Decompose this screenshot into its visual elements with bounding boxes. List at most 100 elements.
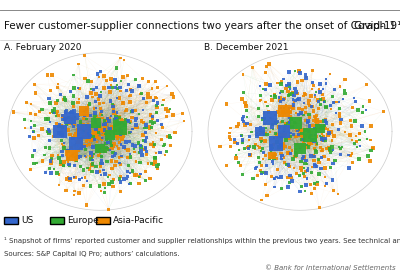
Point [92, 113, 98, 118]
Point [90, 152, 97, 156]
Point [106, 147, 112, 152]
Point [28, 119, 34, 123]
Point [58, 149, 65, 154]
Point [275, 176, 282, 180]
Point [297, 146, 303, 151]
Point [80, 122, 87, 126]
Point [368, 124, 374, 128]
Point [286, 136, 292, 141]
Point [71, 133, 77, 138]
Point [28, 112, 34, 116]
Point [130, 143, 136, 147]
Point [347, 153, 354, 158]
Point [294, 98, 301, 102]
Point [152, 160, 158, 165]
Point [297, 118, 304, 122]
Point [279, 119, 286, 124]
Point [96, 116, 102, 121]
Point [120, 134, 126, 139]
Point [88, 138, 94, 142]
Point [98, 136, 105, 141]
Point [94, 170, 100, 174]
Point [110, 144, 116, 149]
Point [352, 118, 358, 123]
Point [260, 157, 266, 161]
Point [322, 165, 328, 170]
Point [84, 129, 90, 133]
Point [309, 81, 316, 85]
Point [48, 157, 54, 161]
Point [153, 96, 160, 100]
Point [280, 114, 286, 118]
Point [302, 72, 308, 76]
Point [114, 118, 120, 122]
Point [296, 112, 302, 116]
Point [94, 72, 101, 76]
Point [234, 124, 240, 129]
Point [140, 120, 146, 124]
Point [107, 126, 113, 131]
Point [114, 123, 120, 127]
Point [288, 175, 294, 179]
Point [354, 145, 360, 149]
Point [149, 115, 156, 119]
Point [88, 151, 94, 155]
Point [271, 156, 277, 160]
Point [140, 107, 146, 112]
Point [46, 167, 53, 171]
Point [112, 116, 118, 121]
Point [258, 136, 264, 141]
Point [262, 87, 269, 92]
Point [123, 140, 130, 144]
Point [309, 104, 316, 109]
Point [66, 162, 72, 167]
Point [62, 99, 69, 103]
Point [52, 101, 59, 105]
Point [77, 127, 84, 132]
Point [238, 134, 244, 138]
Point [85, 132, 92, 136]
Point [46, 131, 52, 135]
Point [103, 150, 109, 155]
Point [106, 182, 112, 186]
Point [297, 71, 304, 75]
Point [122, 118, 129, 122]
Point [318, 135, 325, 140]
Point [146, 126, 153, 131]
Point [102, 124, 108, 128]
Point [270, 122, 276, 127]
Point [273, 175, 280, 179]
Point [255, 114, 262, 119]
Point [278, 153, 285, 158]
Point [290, 132, 296, 136]
Point [295, 132, 302, 137]
Point [150, 98, 157, 102]
Point [327, 72, 334, 76]
Point [85, 122, 91, 126]
Point [53, 122, 60, 126]
Point [271, 154, 278, 158]
Point [262, 70, 269, 75]
Point [294, 129, 301, 133]
Point [117, 161, 123, 165]
Point [304, 120, 311, 124]
Point [51, 107, 58, 111]
Point [82, 154, 88, 158]
Point [81, 113, 88, 118]
Point [85, 103, 91, 108]
Point [106, 119, 112, 123]
Point [282, 133, 289, 137]
Point [147, 113, 154, 118]
Point [144, 125, 150, 129]
Point [135, 141, 142, 145]
Point [33, 161, 40, 165]
Point [47, 159, 54, 163]
Point [152, 156, 158, 160]
Point [143, 136, 150, 140]
Point [90, 161, 96, 165]
Point [262, 153, 268, 157]
Point [76, 178, 83, 182]
Point [292, 121, 298, 125]
Point [268, 175, 275, 179]
Point [307, 133, 313, 137]
